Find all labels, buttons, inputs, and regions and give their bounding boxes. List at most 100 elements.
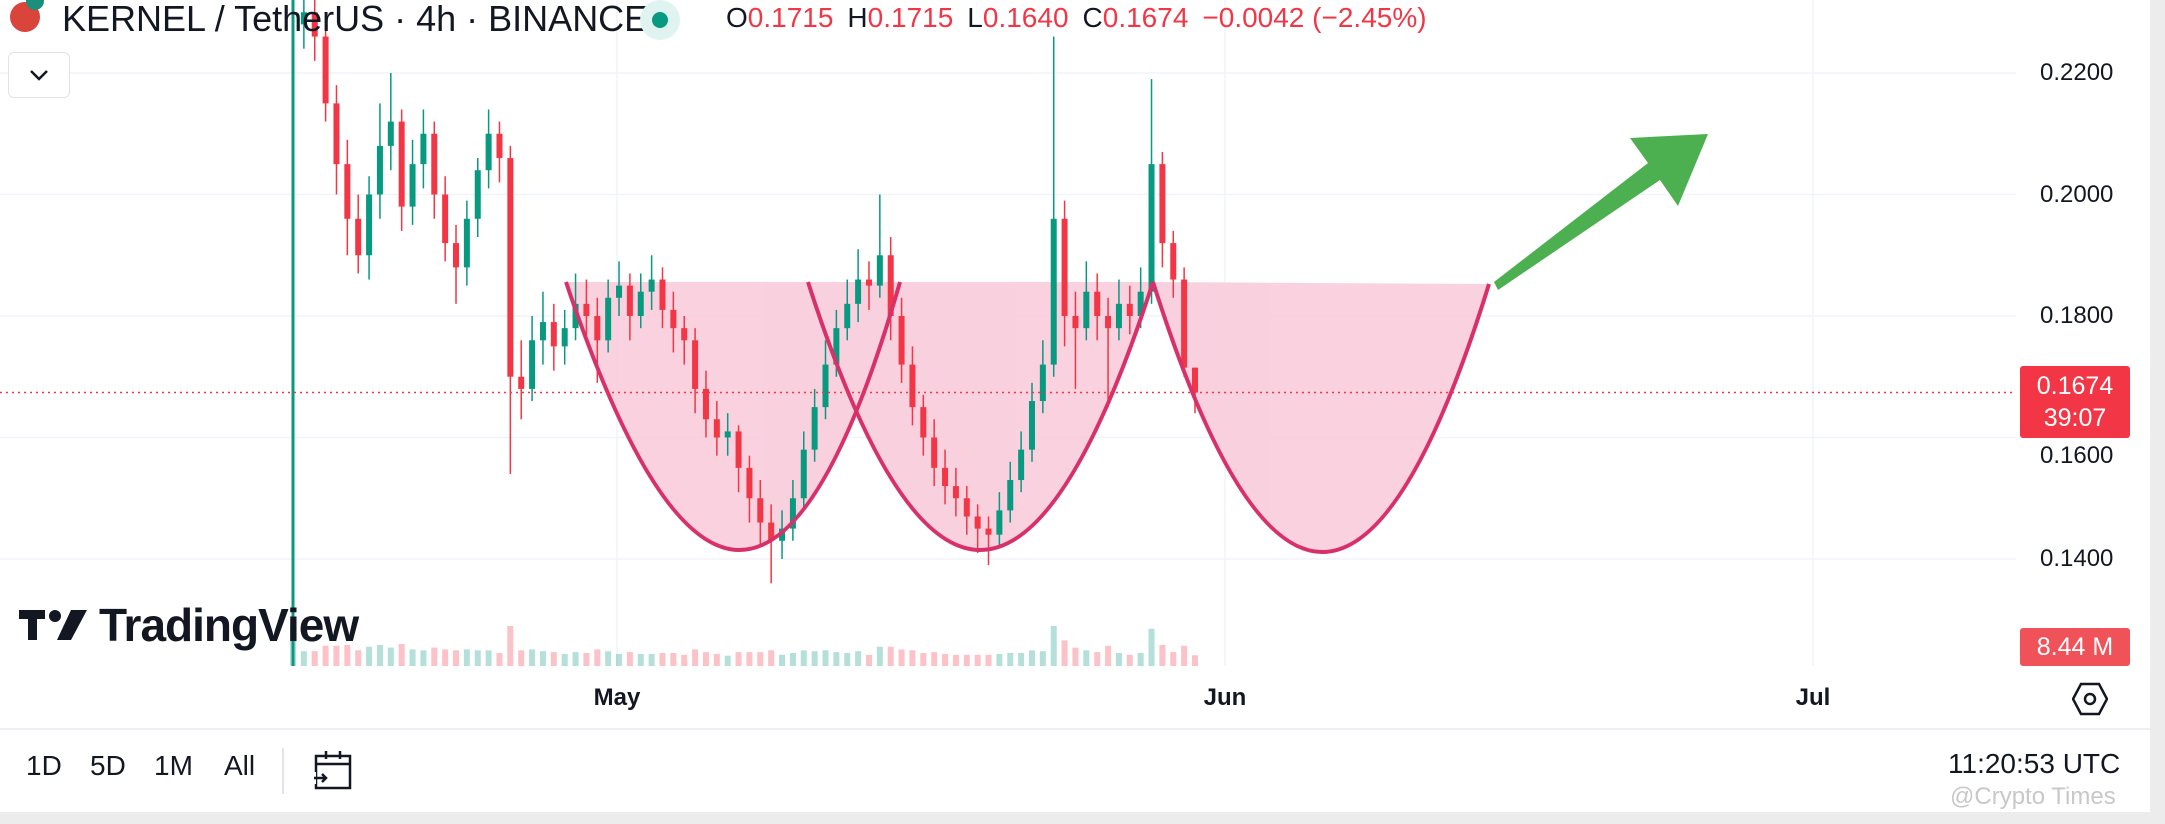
- range-1d-button[interactable]: 1D: [26, 750, 62, 781]
- candle-body: [605, 297, 612, 341]
- candle-body: [898, 316, 905, 365]
- volume-bar: [1181, 645, 1188, 666]
- candle-body: [942, 467, 949, 487]
- candle-body: [561, 328, 568, 347]
- volume-bar: [311, 651, 318, 666]
- volume-bar: [420, 650, 427, 666]
- candle-body: [985, 528, 992, 535]
- symbol-title[interactable]: KERNEL / TetherUS · 4h · BINANCE: [62, 0, 649, 39]
- candle-body: [648, 279, 655, 292]
- range-5d-button[interactable]: 5D: [90, 750, 126, 781]
- volume-bar: [496, 653, 503, 666]
- visibility-eye-icon[interactable]: [640, 0, 680, 40]
- volume-bar: [1072, 647, 1079, 666]
- volume-bar: [887, 646, 894, 666]
- price-tick: 0.2000: [2040, 181, 2114, 208]
- candle-body: [876, 255, 883, 286]
- candle-body: [1061, 218, 1068, 316]
- candle-body: [572, 303, 579, 329]
- candle-body: [865, 279, 872, 286]
- candle-body: [539, 322, 546, 341]
- candle-body: [920, 407, 927, 438]
- volume-bar: [735, 652, 742, 666]
- candle-body: [789, 498, 796, 529]
- range-1m-button[interactable]: 1M: [154, 750, 193, 781]
- candle-body: [616, 285, 623, 298]
- change-value: −0.0042 (−2.45%): [1202, 2, 1427, 33]
- bottom-edge: [0, 812, 2165, 824]
- candle-body: [300, 12, 307, 25]
- close-value: 0.1674: [1102, 2, 1189, 33]
- volume-bar: [768, 650, 775, 666]
- exchange-badge-icon: [26, 0, 44, 10]
- volume-bar: [692, 649, 699, 666]
- candle-body: [963, 498, 970, 517]
- go-to-date-calendar-icon[interactable]: [312, 748, 356, 797]
- volume-bar: [746, 652, 753, 666]
- volume-bars: [290, 626, 1198, 666]
- volume-bar: [681, 654, 688, 666]
- low-value: 0.1640: [982, 2, 1069, 33]
- candle-body: [757, 498, 764, 523]
- volume-bar: [1170, 652, 1177, 666]
- candle-body: [855, 279, 862, 304]
- candle-body: [931, 437, 938, 468]
- volume-bar: [1083, 650, 1090, 666]
- volume-bar: [963, 654, 970, 666]
- candle-body: [376, 145, 383, 195]
- candle-body: [909, 364, 916, 408]
- candle-body: [1181, 279, 1188, 368]
- volume-bar: [1192, 655, 1198, 666]
- volume-bar: [463, 649, 470, 666]
- candle-body: [887, 255, 894, 316]
- volume-bar: [800, 650, 807, 666]
- volume-bar: [387, 647, 394, 666]
- candle-body: [355, 218, 362, 256]
- candle-body: [811, 407, 818, 450]
- candle-body: [333, 103, 340, 165]
- volume-bar: [550, 652, 557, 666]
- candle-body: [768, 522, 775, 541]
- candle-body: [1126, 303, 1133, 316]
- volume-bar: [985, 654, 992, 666]
- volume-bar: [626, 652, 633, 666]
- collapse-legend-button[interactable]: [8, 52, 70, 98]
- candle-body: [800, 449, 807, 499]
- volume-bar: [702, 652, 709, 666]
- candle-body: [1137, 291, 1144, 316]
- clock-timezone[interactable]: 11:20:53 UTC: [1948, 748, 2121, 779]
- candle-body: [344, 164, 351, 219]
- settings-icon[interactable]: [2071, 682, 2109, 721]
- candle-body: [453, 243, 460, 268]
- volume-bar: [844, 653, 851, 666]
- volume-bar: [355, 650, 362, 666]
- candle-body: [1072, 316, 1079, 329]
- volume-label: 8.44 M: [2020, 628, 2130, 666]
- candle-body: [398, 121, 405, 207]
- tradingview-logo: TradingView: [19, 598, 359, 652]
- cup-outline: [564, 281, 902, 552]
- candle-body: [1148, 164, 1155, 292]
- volume-bar: [822, 650, 829, 666]
- time-tick-jun: Jun: [1203, 684, 1247, 711]
- candle-body: [529, 340, 536, 389]
- price-tick: 0.2200: [2040, 59, 2114, 86]
- volume-bar: [376, 644, 383, 666]
- volume-bar: [1061, 640, 1068, 666]
- candle-body: [1159, 164, 1166, 244]
- volume-bar: [1137, 653, 1144, 666]
- candle-body: [431, 133, 438, 195]
- tradingview-logo-icon: [19, 610, 87, 640]
- price-tick: 0.1400: [2040, 545, 2114, 572]
- candle-body: [952, 486, 959, 499]
- range-all-button[interactable]: All: [224, 750, 256, 781]
- volume-bar: [974, 654, 981, 666]
- volume-bar: [518, 650, 525, 666]
- volume-bar: [724, 655, 731, 666]
- volume-bar: [583, 653, 590, 666]
- candle-body: [474, 170, 481, 219]
- candle-body: [637, 291, 644, 316]
- volume-bar: [1148, 628, 1155, 666]
- volume-bar: [409, 649, 416, 666]
